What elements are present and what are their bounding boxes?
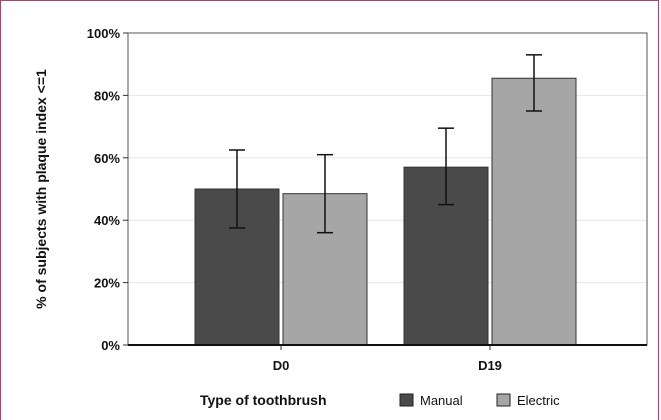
y-axis: 0% 20% 40% 60% 80% 100% — [87, 26, 647, 353]
y-tick-label: 40% — [94, 213, 120, 228]
y-tick-label: 60% — [94, 151, 120, 166]
legend-label-electric: Electric — [517, 393, 560, 408]
y-tick-label: 0% — [101, 338, 120, 353]
legend-title: Type of toothbrush — [200, 392, 327, 408]
legend-label-manual: Manual — [420, 393, 463, 408]
error-bars — [229, 54, 542, 234]
legend-swatch-electric — [496, 393, 511, 407]
y-axis-label: % of subjects with plaque index <=1 — [33, 69, 49, 309]
x-tick-label: D19 — [478, 358, 502, 373]
y-tick-label: 100% — [87, 26, 121, 41]
legend-swatch-manual — [399, 393, 414, 407]
bars — [194, 77, 577, 346]
legend: Type of toothbrush Manual Electric — [200, 392, 560, 408]
x-tick-label: D0 — [273, 358, 290, 373]
y-tick-label: 20% — [94, 276, 120, 291]
bar-chart: 0% 20% 40% 60% 80% 100% D0 D19 % of subjects w… — [33, 26, 648, 408]
bar-electric-d19 — [491, 77, 577, 346]
y-tick-label: 80% — [94, 88, 120, 103]
x-axis: D0 D19 — [273, 345, 502, 373]
